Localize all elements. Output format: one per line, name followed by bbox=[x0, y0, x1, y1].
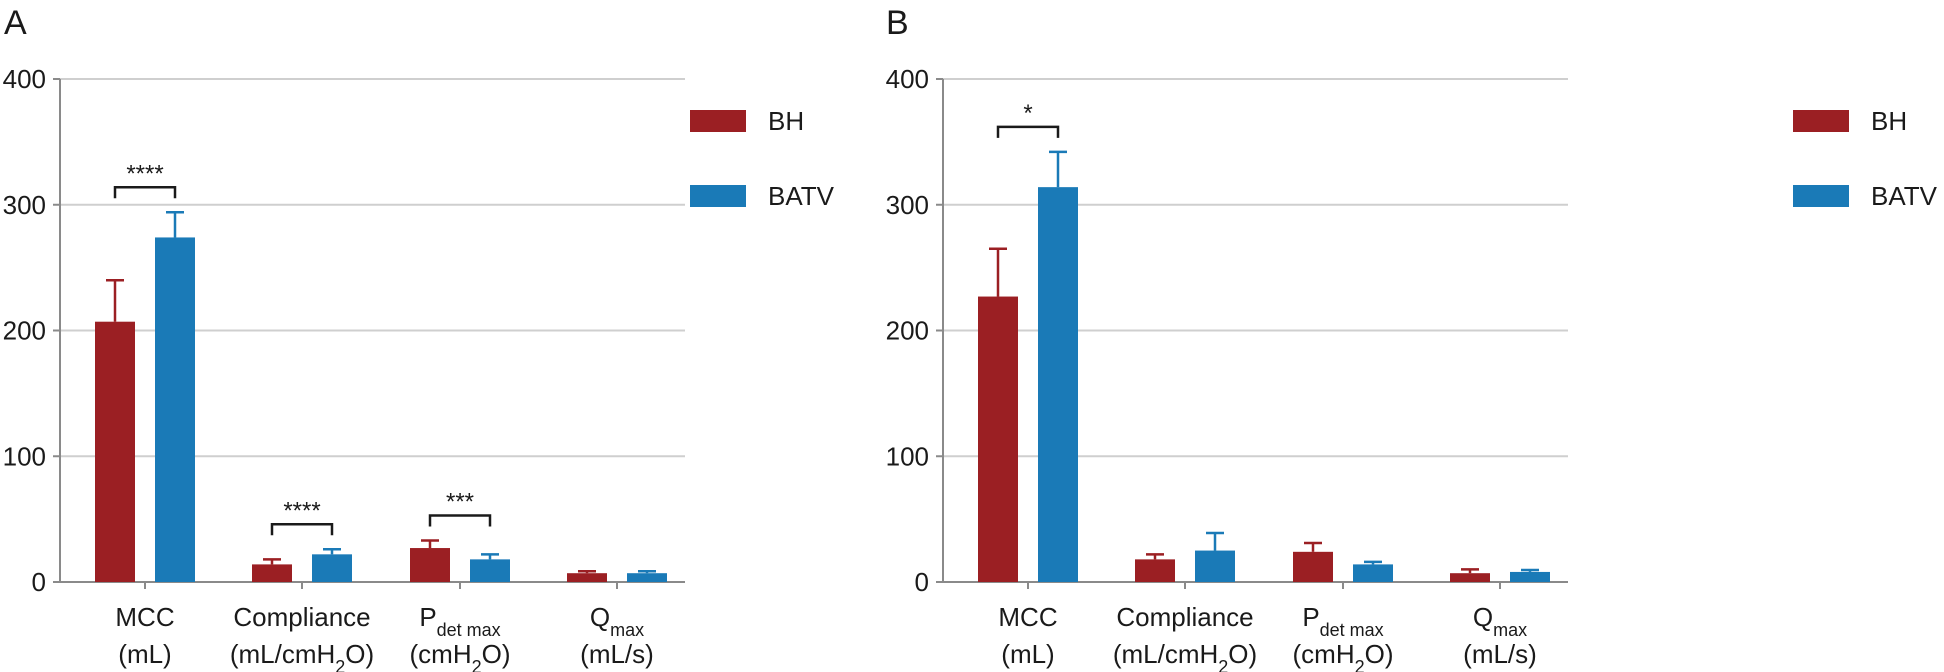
bar-batv bbox=[312, 554, 352, 582]
x-category-label: Compliance bbox=[1116, 602, 1253, 632]
bar-bh bbox=[567, 573, 607, 582]
x-category-label: Qmax bbox=[590, 602, 644, 640]
y-tick-label: 200 bbox=[886, 316, 929, 346]
significance-bracket bbox=[428, 514, 492, 527]
legend-swatch-bh bbox=[1793, 110, 1849, 132]
legend-label-bh: BH bbox=[1871, 106, 1907, 136]
x-category-unit: (mL/cmH2O) bbox=[1113, 639, 1257, 672]
bar-bh bbox=[1293, 551, 1333, 582]
x-category-label: Pdet max bbox=[419, 602, 500, 640]
bar-bh bbox=[1450, 573, 1490, 582]
y-tick-label: 400 bbox=[3, 64, 46, 94]
x-category-unit: (cmH2O) bbox=[409, 639, 510, 672]
significance-label: * bbox=[1023, 100, 1032, 127]
significance-label: **** bbox=[126, 160, 163, 187]
chart-panel-b: B 0 100 200 300 400 * MCC (mL) Compliance (mL/cmH2… bbox=[886, 4, 1938, 672]
bar-batv bbox=[1195, 550, 1235, 582]
y-tick-label: 400 bbox=[886, 64, 929, 94]
bar-batv bbox=[1038, 187, 1078, 582]
bar-batv bbox=[1510, 571, 1550, 582]
significance-label: **** bbox=[283, 497, 320, 524]
x-category-unit: (mL) bbox=[1001, 639, 1054, 669]
panel-letter: A bbox=[4, 4, 27, 42]
legend-swatch-bh bbox=[690, 110, 746, 132]
panel-letter: B bbox=[886, 4, 909, 42]
x-category-label: Qmax bbox=[1473, 602, 1527, 640]
significance-label: *** bbox=[446, 489, 474, 516]
x-category-label: Compliance bbox=[233, 602, 370, 632]
y-tick-label: 0 bbox=[915, 567, 929, 597]
bar-batv bbox=[627, 573, 667, 582]
y-tick-label: 100 bbox=[886, 441, 929, 471]
bar-batv bbox=[155, 237, 195, 582]
y-tick-label: 300 bbox=[3, 190, 46, 220]
legend-label-batv: BATV bbox=[768, 181, 835, 211]
x-category-label: Pdet max bbox=[1302, 602, 1383, 640]
x-category-unit: (mL) bbox=[118, 639, 171, 669]
bar-bh bbox=[978, 296, 1018, 582]
bar-batv bbox=[470, 559, 510, 582]
x-category-unit: (cmH2O) bbox=[1292, 639, 1393, 672]
bar-bh bbox=[410, 548, 450, 582]
x-category-label: MCC bbox=[115, 602, 174, 632]
significance-bracket bbox=[113, 186, 177, 199]
x-category-unit: (mL/s) bbox=[1463, 639, 1537, 669]
x-category-label: MCC bbox=[998, 602, 1057, 632]
significance-bracket bbox=[270, 523, 334, 536]
y-tick-label: 0 bbox=[32, 567, 46, 597]
y-tick-label: 100 bbox=[3, 441, 46, 471]
bar-bh bbox=[252, 564, 292, 582]
bar-bh bbox=[95, 321, 135, 582]
legend-swatch-batv bbox=[1793, 185, 1849, 207]
significance-bracket bbox=[996, 125, 1060, 138]
bar-batv bbox=[1353, 564, 1393, 582]
bar-bh bbox=[1135, 559, 1175, 582]
legend-label-batv: BATV bbox=[1871, 181, 1938, 211]
x-category-unit: (mL/s) bbox=[580, 639, 654, 669]
y-tick-label: 200 bbox=[3, 316, 46, 346]
y-tick-label: 300 bbox=[886, 190, 929, 220]
x-category-unit: (mL/cmH2O) bbox=[230, 639, 374, 672]
legend-label-bh: BH bbox=[768, 106, 804, 136]
legend-swatch-batv bbox=[690, 185, 746, 207]
